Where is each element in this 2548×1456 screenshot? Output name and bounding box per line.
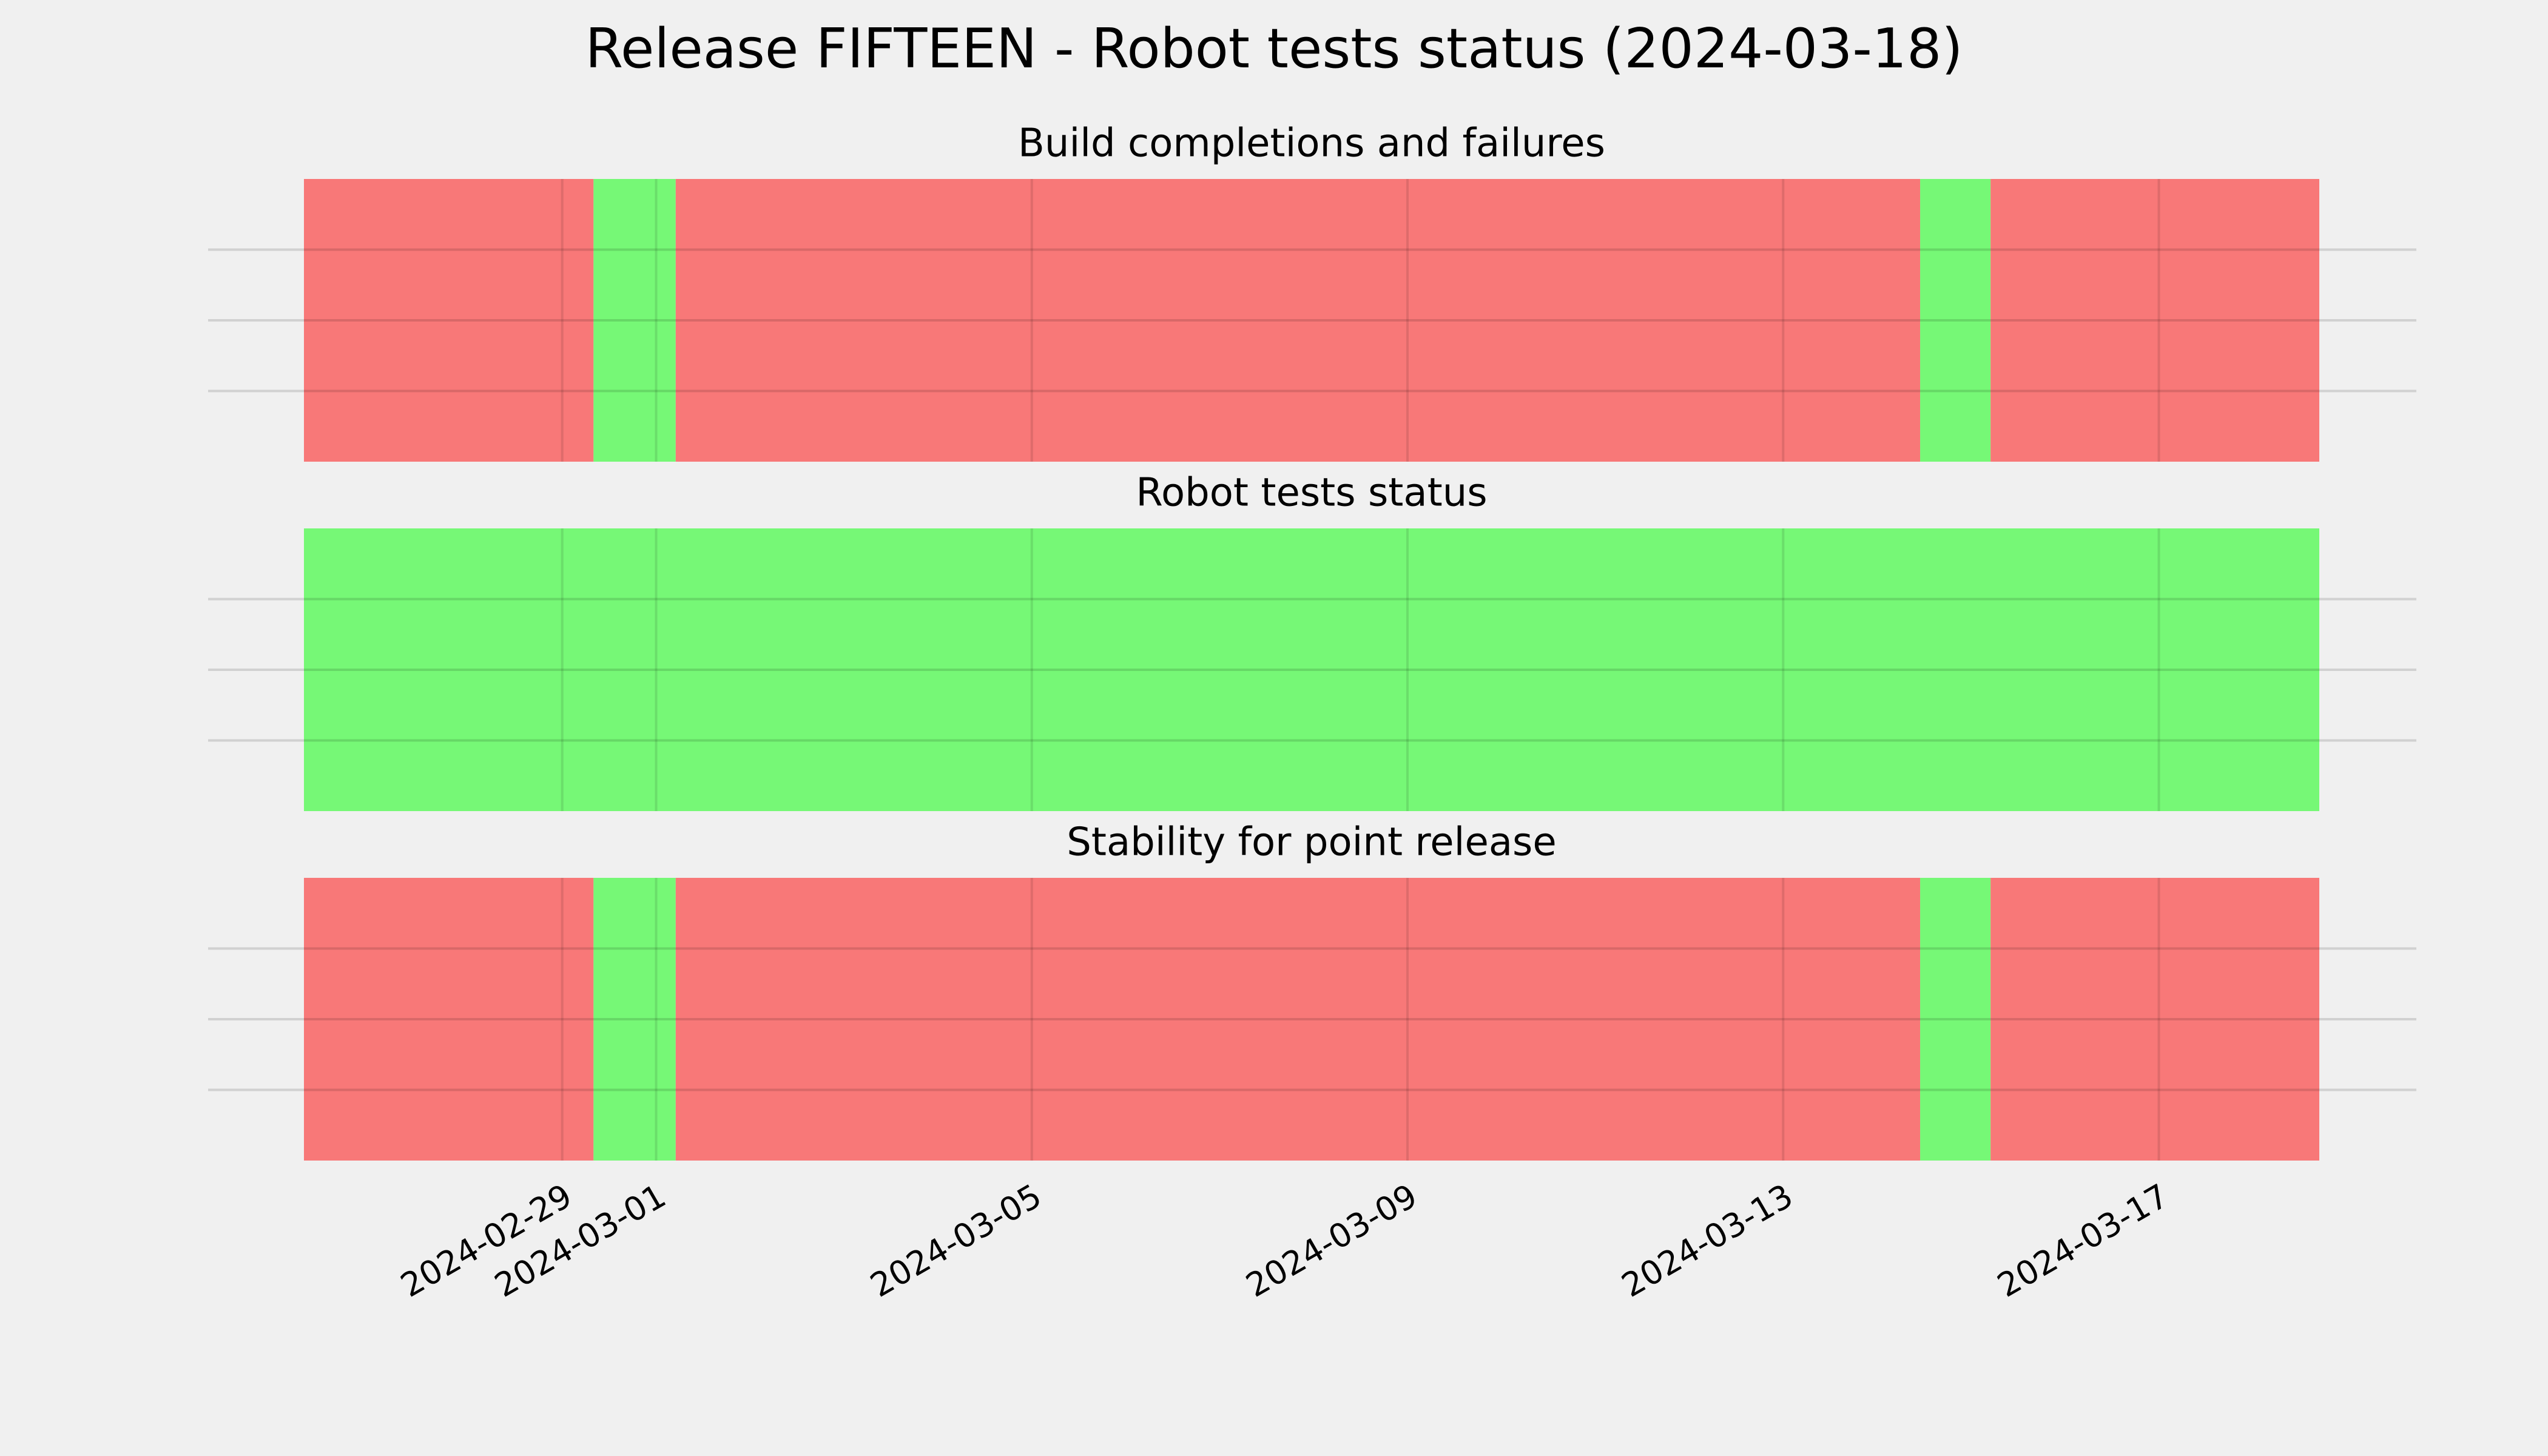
status-segment bbox=[1920, 878, 1991, 1161]
status-segment bbox=[593, 179, 676, 462]
status-segment bbox=[1990, 179, 2319, 462]
status-segment bbox=[1990, 878, 2319, 1161]
status-segment bbox=[593, 878, 676, 1161]
status-segment bbox=[304, 878, 594, 1161]
panel-title: Stability for point release bbox=[1067, 820, 1557, 865]
status-segment bbox=[304, 179, 594, 462]
status-segment bbox=[675, 179, 1921, 462]
status-segment bbox=[304, 528, 2319, 811]
status-segment bbox=[675, 878, 1921, 1161]
panel-title: Build completions and failures bbox=[1018, 121, 1605, 166]
chart-title: Release FIFTEEN - Robot tests status (20… bbox=[585, 17, 1963, 81]
panel-title: Robot tests status bbox=[1136, 471, 1487, 516]
status-segment bbox=[1920, 179, 1991, 462]
